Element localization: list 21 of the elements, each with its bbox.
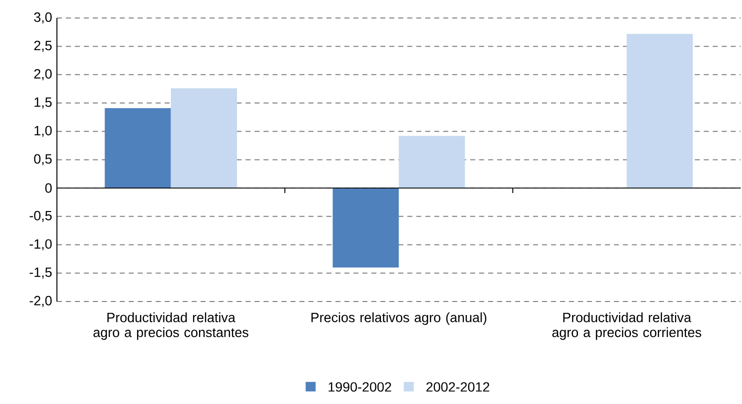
y-tick-label: 2,5 xyxy=(34,40,52,52)
y-tick-label: -1,5 xyxy=(30,268,52,278)
legend-label: 2002-2012 xyxy=(426,382,490,392)
bar xyxy=(104,108,171,188)
y-tick-label: 0 xyxy=(45,183,52,193)
y-tick-label: -0,5 xyxy=(30,210,52,222)
y-tick-label: -2,0 xyxy=(30,296,52,307)
y-tick-label: -1,0 xyxy=(30,239,52,250)
y-tick-label: 1,0 xyxy=(34,126,52,137)
bar xyxy=(626,34,693,188)
y-tick-label: 3,0 xyxy=(34,12,52,24)
x-tick-label: Precios relativos agro (anual) xyxy=(311,312,486,325)
bar xyxy=(398,136,465,188)
bar xyxy=(332,188,399,268)
x-tick-label: Productividad relativa agro a precios corrientes xyxy=(552,312,702,340)
legend-label: 1990-2002 xyxy=(328,382,392,392)
bar xyxy=(170,88,237,188)
y-tick-label: 2,0 xyxy=(34,68,52,80)
y-tick-label: 0,5 xyxy=(34,154,52,166)
x-tick-label: Productividad relativa agro a precios constantes xyxy=(93,312,248,340)
y-tick-label: 1,5 xyxy=(34,97,52,108)
